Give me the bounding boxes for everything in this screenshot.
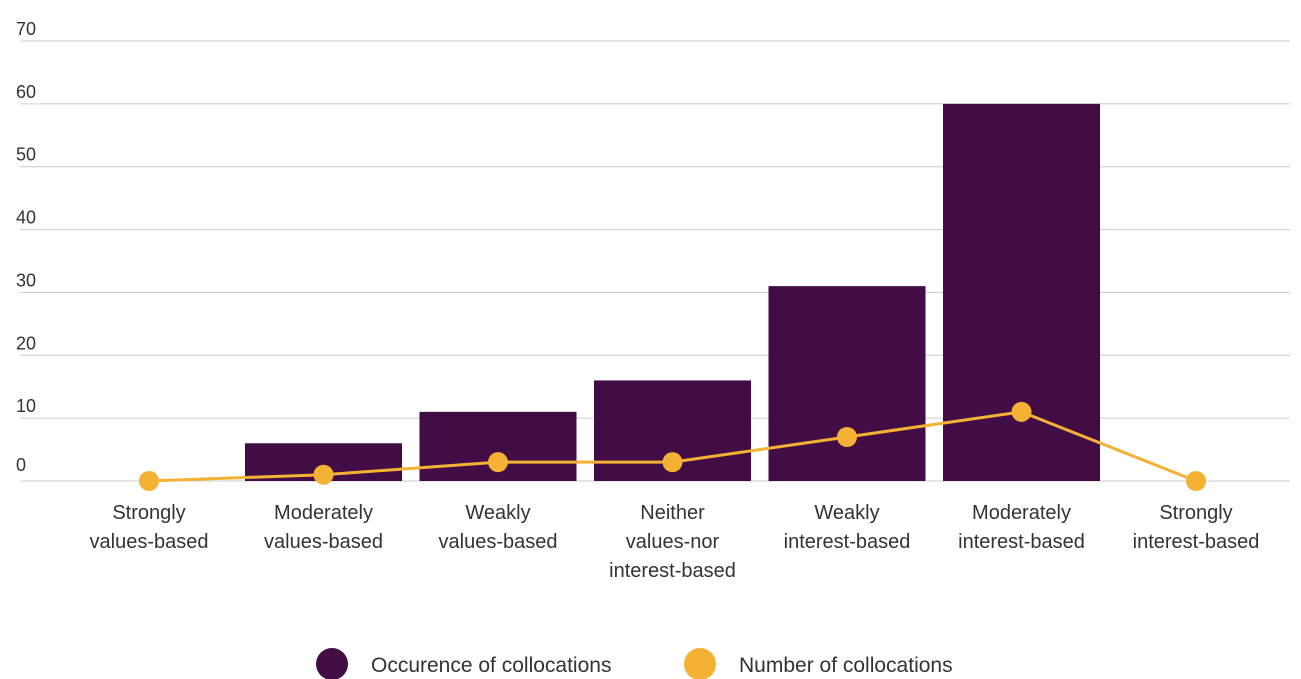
- y-tick-label: 70: [16, 19, 36, 39]
- y-tick-label: 30: [16, 270, 36, 290]
- line-point: [139, 471, 159, 491]
- gridlines: [20, 40, 1290, 482]
- x-category-label: Strongly values-based: [90, 502, 209, 553]
- x-category-label: Moderately interest-based: [958, 502, 1085, 553]
- x-category-label: Neither values-nor interest-based: [609, 502, 736, 582]
- y-axis-ticks: 0 10 20 30 40 50 60 70: [16, 19, 36, 475]
- line-point: [837, 427, 857, 447]
- y-tick-label: 40: [16, 208, 36, 228]
- x-axis-categories: Strongly values-based Moderately values-bas…: [90, 502, 1260, 582]
- line-point: [313, 464, 334, 485]
- x-category-label: Strongly interest-based: [1133, 502, 1260, 553]
- bar: [943, 103, 1100, 481]
- legend-label-occurence: Occurence of collocations: [371, 654, 611, 677]
- bar: [768, 286, 926, 481]
- line-point: [1011, 401, 1032, 422]
- y-tick-label: 20: [16, 333, 36, 353]
- line-point: [1186, 471, 1206, 491]
- line-point: [488, 452, 508, 473]
- y-tick-label: 60: [16, 82, 36, 102]
- line-point: [662, 452, 683, 473]
- x-category-label: Weakly interest-based: [784, 502, 911, 553]
- y-tick-label: 50: [16, 145, 36, 165]
- y-tick-label: 0: [16, 455, 26, 475]
- x-category-label: Weakly values-based: [439, 502, 558, 553]
- legend-marker-occurence: [316, 648, 348, 679]
- legend-marker-number: [684, 648, 716, 679]
- line-series: [139, 401, 1206, 491]
- legend: Occurence of collocations Number of coll…: [316, 648, 953, 679]
- legend-label-number: Number of collocations: [739, 654, 953, 677]
- y-tick-label: 10: [16, 396, 36, 416]
- x-category-label: Moderately values-based: [264, 502, 383, 553]
